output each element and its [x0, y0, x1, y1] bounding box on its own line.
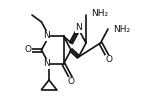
Text: O: O	[105, 56, 112, 64]
Text: N: N	[43, 32, 50, 40]
Text: O: O	[67, 78, 74, 86]
Text: N: N	[75, 24, 82, 32]
Text: NH₂: NH₂	[113, 24, 130, 34]
Text: NH₂: NH₂	[91, 10, 108, 18]
Text: O: O	[24, 46, 31, 54]
Text: N: N	[43, 60, 50, 68]
